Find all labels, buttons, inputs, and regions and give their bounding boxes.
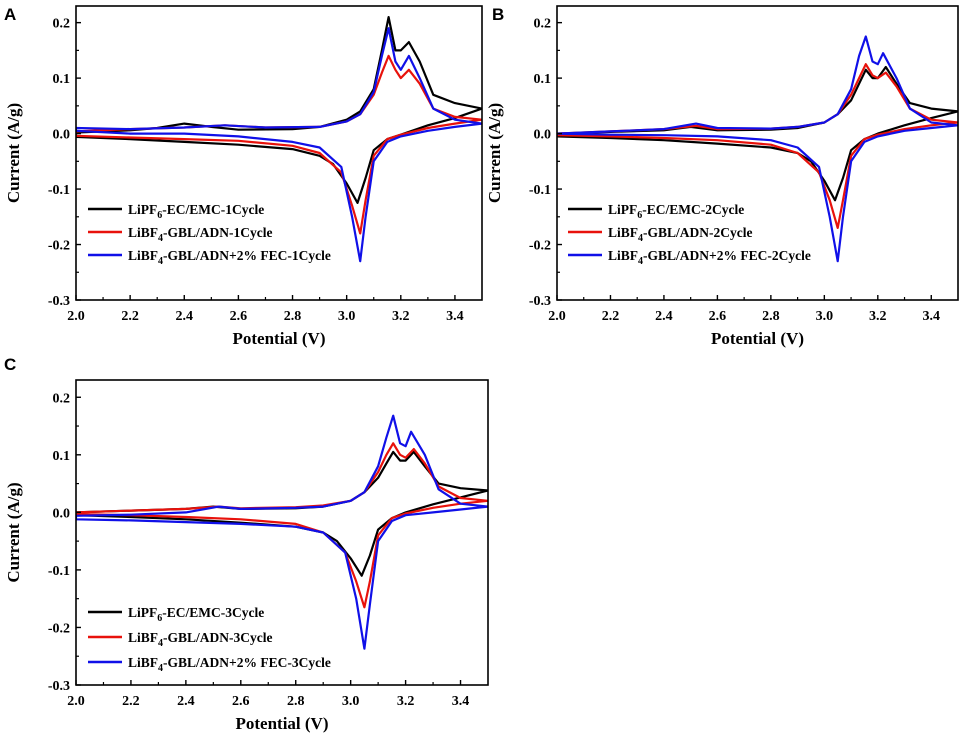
- panel-letter: C: [4, 355, 16, 374]
- y-tick-label: -0.1: [529, 183, 551, 198]
- y-tick-label: 0.2: [53, 391, 71, 406]
- legend-prefix: LiBF: [128, 225, 158, 240]
- legend-subscript: 4: [158, 638, 163, 649]
- legend-subscript: 4: [158, 233, 163, 244]
- x-tick-label: 2.6: [230, 309, 248, 324]
- y-tick-label: -0.3: [529, 294, 551, 309]
- y-tick-label: -0.3: [48, 294, 70, 309]
- legend-subscript: 4: [638, 233, 643, 244]
- x-tick-label: 3.2: [869, 309, 887, 324]
- y-tick-label: -0.2: [48, 239, 70, 254]
- y-tick-label: -0.3: [48, 679, 70, 694]
- legend-prefix: LiBF: [128, 630, 158, 645]
- panel-letter: B: [492, 5, 504, 24]
- x-axis-label: Potential (V): [711, 329, 804, 348]
- plot-frame: [75, 5, 483, 301]
- legend-suffix: -GBL/ADN-2Cycle: [643, 225, 752, 240]
- legend-label: LiBF4-GBL/ADN+2% FEC-3Cycle: [128, 655, 331, 674]
- y-axis-label: Current (A/g): [4, 103, 23, 203]
- legend-suffix: -GBL/ADN-3Cycle: [163, 630, 272, 645]
- legend-label: LiPF6-EC/EMC-1Cycle: [128, 202, 264, 221]
- series-line-3: [76, 414, 488, 650]
- legend-suffix: -EC/EMC-2Cycle: [642, 202, 744, 217]
- x-tick-label: 2.8: [762, 309, 780, 324]
- x-tick-label: 2.4: [176, 309, 194, 324]
- x-tick-label: 3.4: [452, 694, 470, 709]
- series-line-3: [557, 35, 958, 263]
- x-tick-label: 3.2: [392, 309, 410, 324]
- y-tick-label: -0.1: [48, 564, 70, 579]
- legend-label: LiBF4-GBL/ADN+2% FEC-2Cycle: [608, 248, 811, 267]
- legend-subscript: 4: [158, 256, 163, 267]
- x-tick-label: 2.2: [121, 309, 139, 324]
- legend-subscript: 4: [158, 663, 163, 674]
- legend-prefix: LiPF: [608, 202, 637, 217]
- x-axis-label: Potential (V): [235, 714, 328, 733]
- legend-suffix: -GBL/ADN+2% FEC-3Cycle: [163, 655, 331, 670]
- legend-suffix: -GBL/ADN+2% FEC-2Cycle: [643, 248, 811, 263]
- y-tick-label: -0.2: [48, 621, 70, 636]
- panel-b: B 2.0 2.2 2.4 2.6 2.8 3.0 3.2 3.4 -0.3 -0.2 -0.1 0.0…: [485, 5, 959, 348]
- legend-label: LiBF4-GBL/ADN-3Cycle: [128, 630, 273, 649]
- legend-prefix: LiPF: [128, 202, 157, 217]
- legend-subscript: 6: [157, 613, 162, 624]
- x-tick-label: 2.2: [122, 694, 140, 709]
- x-tick-label: 2.0: [548, 309, 566, 324]
- y-tick-label: 0.1: [53, 449, 71, 464]
- y-tick-label: 0.0: [534, 128, 552, 143]
- legend-label: LiBF4-GBL/ADN-1Cycle: [128, 225, 273, 244]
- legend-label: LiBF4-GBL/ADN+2% FEC-1Cycle: [128, 248, 331, 267]
- legend-prefix: LiBF: [128, 655, 158, 670]
- y-tick-label: 0.2: [534, 17, 552, 32]
- panel-c: C 2.0 2.2 2.4 2.6 2.8 3.0 3.2 3.4 -0.3 -0.2 -0.1 0.0…: [4, 355, 489, 733]
- y-tick-label: 0.1: [53, 72, 71, 87]
- series-line-3: [76, 27, 482, 263]
- legend-subscript: 6: [637, 210, 642, 221]
- y-tick-label: 0.0: [53, 128, 71, 143]
- x-tick-label: 2.8: [287, 694, 305, 709]
- legend-prefix: LiPF: [128, 605, 157, 620]
- legend-suffix: -EC/EMC-1Cycle: [162, 202, 264, 217]
- plot-frame: [556, 5, 959, 301]
- x-tick-label: 2.4: [655, 309, 673, 324]
- series-line-1: [76, 16, 482, 204]
- x-tick-label: 2.4: [177, 694, 195, 709]
- y-tick-label: 0.2: [53, 17, 71, 32]
- legend-suffix: -GBL/ADN-1Cycle: [163, 225, 272, 240]
- x-tick-label: 2.2: [602, 309, 620, 324]
- legend-suffix: -EC/EMC-3Cycle: [162, 605, 264, 620]
- x-axis-label: Potential (V): [232, 329, 325, 348]
- plot-frame: [75, 379, 489, 686]
- y-tick-label: -0.1: [48, 183, 70, 198]
- y-tick-label: -0.2: [529, 239, 551, 254]
- y-tick-label: 0.1: [534, 72, 552, 87]
- x-tick-label: 3.0: [338, 309, 356, 324]
- legend-suffix: -GBL/ADN+2% FEC-1Cycle: [163, 248, 331, 263]
- x-tick-label: 2.6: [709, 309, 727, 324]
- legend-prefix: LiBF: [608, 225, 638, 240]
- legend-label: LiPF6-EC/EMC-2Cycle: [608, 202, 744, 221]
- legend-label: LiBF4-GBL/ADN-2Cycle: [608, 225, 753, 244]
- panel-letter: A: [4, 5, 16, 24]
- panel-a: A 2.0 2.2 2.4 2.6 2.8 3.0 3.2 3.4 -0.3 -0.2 -0.1 0.0…: [4, 5, 483, 348]
- x-tick-label: 3.4: [446, 309, 464, 324]
- legend-prefix: LiBF: [608, 248, 638, 263]
- x-tick-label: 2.0: [67, 309, 85, 324]
- x-tick-label: 3.4: [923, 309, 941, 324]
- x-tick-label: 3.0: [342, 694, 360, 709]
- x-tick-label: 2.8: [284, 309, 302, 324]
- x-tick-label: 2.0: [67, 694, 85, 709]
- y-axis-label: Current (A/g): [4, 482, 23, 582]
- x-tick-label: 2.6: [232, 694, 250, 709]
- x-tick-label: 3.0: [816, 309, 834, 324]
- legend-prefix: LiBF: [128, 248, 158, 263]
- legend-subscript: 6: [157, 210, 162, 221]
- y-axis-label: Current (A/g): [485, 103, 504, 203]
- x-tick-label: 3.2: [397, 694, 415, 709]
- legend-label: LiPF6-EC/EMC-3Cycle: [128, 605, 264, 624]
- legend-subscript: 4: [638, 256, 643, 267]
- y-tick-label: 0.0: [53, 506, 71, 521]
